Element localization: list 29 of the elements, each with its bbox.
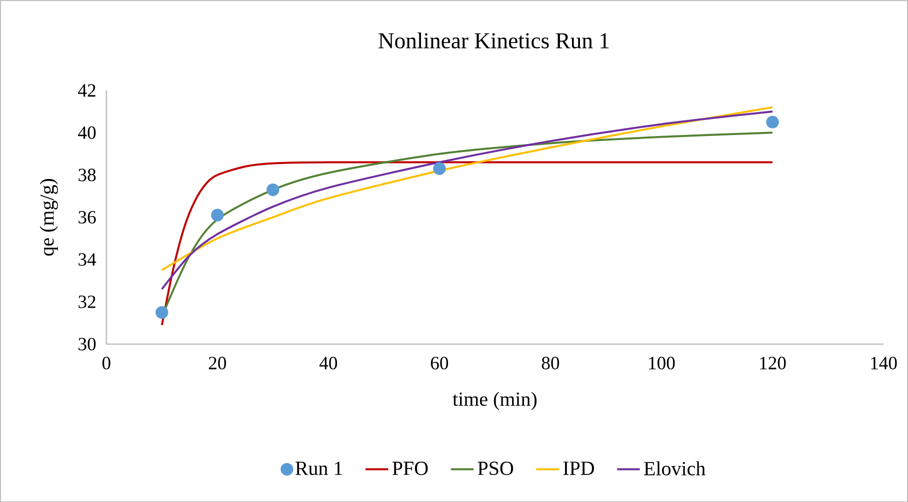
- x-tick-label: 80: [542, 356, 560, 370]
- y-tick-label: 36: [78, 210, 96, 224]
- x-tick-label: 100: [649, 356, 675, 370]
- legend-label: PSO: [478, 461, 514, 475]
- y-tick-label: 38: [78, 168, 96, 182]
- legend-label: PFO: [392, 461, 428, 475]
- point: [266, 183, 280, 196]
- x-tick-label: 40: [319, 356, 338, 370]
- point: [211, 208, 224, 222]
- y-tick-label: 34: [78, 253, 96, 266]
- x-tick-label: 20: [208, 356, 226, 370]
- y-tick-label: 40: [78, 126, 96, 139]
- x-tick-label: 60: [430, 356, 448, 370]
- legend-label: Elovich: [644, 461, 706, 476]
- x-tick-label: 120: [760, 356, 786, 370]
- line-series: [160, 160, 774, 326]
- y-tick-label: 32: [78, 295, 96, 308]
- legend-label: IPD: [563, 462, 594, 475]
- y-tick-label: 30: [78, 338, 96, 350]
- legend-label: Run 1: [296, 461, 342, 475]
- y-axis-title: qe (mg/g): [40, 178, 58, 256]
- point: [766, 116, 779, 128]
- x-tick-label: 140: [871, 356, 897, 370]
- chart-title: Nonlinear Kinetics Run 1: [378, 32, 609, 48]
- x-axis-title: time (min): [452, 392, 537, 410]
- point: [433, 162, 446, 175]
- point: [156, 306, 168, 319]
- x-tick-label: 0: [102, 356, 110, 370]
- y-tick-label: 42: [78, 84, 96, 96]
